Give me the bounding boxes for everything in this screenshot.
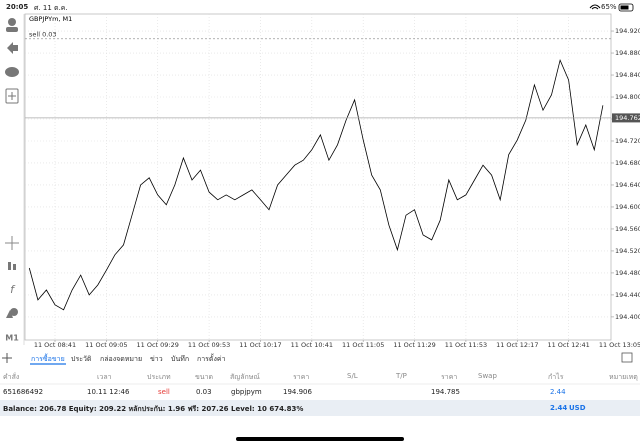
x-tick-label: 11 Oct 09:05	[85, 341, 127, 349]
y-tick-label: 194.560	[615, 225, 640, 233]
total-profit: 2.44	[550, 404, 568, 412]
candle-icon-2	[13, 264, 16, 270]
x-tick-label: 11 Oct 13:05	[599, 341, 640, 349]
x-tick-label: 11 Oct 12:41	[547, 341, 589, 349]
column-header: ราคา	[441, 373, 458, 381]
column-header: ประเภท	[147, 373, 171, 381]
y-tick-label: 194.400	[615, 313, 640, 321]
panel-icon[interactable]	[621, 352, 633, 363]
tab[interactable]: กล่องจดหมาย	[100, 355, 143, 363]
tab[interactable]: การตั้งค่า	[197, 355, 226, 363]
y-tick-label: 194.800	[615, 93, 640, 101]
currency: USD	[569, 404, 586, 412]
bid-box	[612, 113, 640, 123]
column-header: เวลา	[97, 373, 112, 381]
x-tick-label: 11 Oct 11:05	[342, 341, 384, 349]
x-tick-label: 11 Oct 10:41	[291, 341, 333, 349]
column-header: กำไร	[548, 373, 564, 381]
trade-icon[interactable]	[7, 42, 18, 54]
indicator-icon[interactable]: f	[10, 283, 16, 296]
column-header: S/L	[347, 372, 358, 380]
battery-level	[620, 5, 629, 10]
y-tick-label: 194.600	[615, 203, 640, 211]
candle-icon[interactable]	[8, 262, 11, 270]
timeframe-button[interactable]: M1	[5, 334, 19, 343]
profit: 2.44	[550, 388, 566, 396]
tab[interactable]: ประวัติ	[71, 355, 92, 363]
column-header: T/P	[396, 372, 407, 380]
order-size: 0.03	[196, 388, 212, 396]
account-icon-body	[6, 27, 18, 32]
y-tick-label: 194.920	[615, 27, 640, 35]
order-line-label: sell 0.03	[29, 31, 57, 39]
x-tick-label: 11 Oct 09:29	[137, 341, 179, 349]
y-tick-label: 194.680	[615, 159, 640, 167]
column-header: Swap	[478, 372, 497, 380]
home-indicator	[236, 437, 404, 441]
objects-icon[interactable]	[10, 308, 18, 316]
column-header: สัญลักษณ์	[230, 373, 260, 381]
toolbar: f M1	[5, 18, 19, 343]
bid-label: 194.762	[615, 114, 640, 122]
add-button[interactable]	[2, 353, 12, 363]
y-tick-label: 194.720	[615, 137, 640, 145]
chart-title: GBPJPYm, M1	[29, 15, 72, 23]
open-price: 194.906	[283, 388, 312, 396]
x-tick-label: 11 Oct 09:53	[188, 341, 230, 349]
y-tick-label: 194.440	[615, 291, 640, 299]
battery-text: 65%	[601, 3, 617, 11]
order-symbol: gbpjpym	[231, 388, 262, 396]
tab[interactable]: ข่าว	[150, 355, 163, 363]
chat-icon[interactable]	[5, 67, 19, 77]
y-tick-label: 194.480	[615, 269, 640, 277]
plus	[8, 92, 16, 100]
objects-icon-2	[6, 310, 13, 318]
account-summary: Balance: 206.78 Equity: 209.22 หลักประกั…	[3, 405, 304, 413]
column-header: ราคา	[293, 373, 310, 381]
y-tick-label: 194.880	[615, 49, 640, 57]
x-tick-label: 11 Oct 10:17	[239, 341, 281, 349]
x-tick-label: 11 Oct 11:29	[393, 341, 435, 349]
summary-bg	[0, 400, 640, 416]
battery-icon	[618, 3, 634, 12]
order-time: 10.11 12:46	[87, 388, 130, 396]
date: ศ. 11 ต.ค.	[34, 4, 68, 12]
y-tick-label: 194.840	[615, 71, 640, 79]
y-tick-label: 194.520	[615, 247, 640, 255]
current-price: 194.785	[431, 388, 460, 396]
wifi-icon	[589, 4, 601, 10]
column-header: หมายเหตุ	[609, 373, 638, 381]
order-id[interactable]: 651686492	[3, 388, 44, 396]
x-tick-label: 11 Oct 08:41	[34, 341, 76, 349]
order-type: sell	[158, 388, 170, 396]
column-header: คำสั่ง	[3, 373, 20, 381]
price-line	[28, 58, 604, 311]
chart-frame	[24, 13, 612, 341]
crosshair-icon[interactable]	[5, 236, 19, 250]
x-tick-label: 11 Oct 12:17	[496, 341, 538, 349]
column-header: ขนาด	[195, 373, 214, 381]
y-tick-label: 194.640	[615, 181, 640, 189]
account-icon[interactable]	[8, 18, 16, 26]
tab[interactable]: การซื้อขาย	[31, 355, 65, 363]
x-tick-label: 11 Oct 11:53	[445, 341, 487, 349]
clock: 20:05	[6, 3, 29, 11]
new-order-icon[interactable]	[5, 88, 19, 104]
tab[interactable]: บันทึก	[171, 355, 190, 363]
